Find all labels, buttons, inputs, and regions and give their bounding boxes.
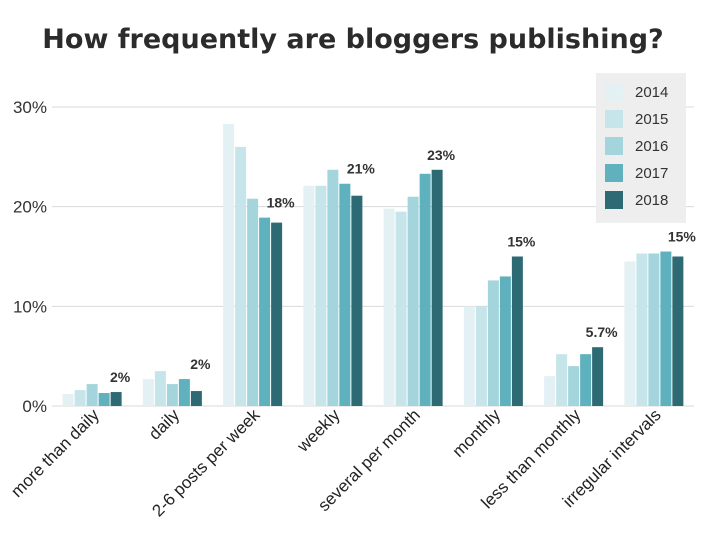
legend-label: 2017 [635,165,668,182]
y-tick-label: 20% [13,198,47,217]
bar [463,306,475,406]
bar [407,196,419,406]
bar [351,195,363,406]
bar [592,347,604,406]
bar [475,306,487,406]
y-tick-label: 10% [13,297,47,316]
data-label: 21% [347,161,376,177]
legend-label: 2018 [635,192,668,209]
legend-swatch [605,164,623,182]
legend-swatch [605,83,623,101]
bar [110,392,122,406]
legend-swatch [605,110,623,128]
bar [544,376,556,406]
data-label: 18% [267,195,296,211]
bar [648,253,660,406]
bar [568,366,580,406]
bar [419,173,431,406]
bar [511,256,523,406]
bar [315,185,327,406]
bar [580,354,592,406]
data-label: 15% [507,234,536,250]
legend-label: 2015 [635,111,668,128]
data-labels: 2% 2% 18% 21% 23% 15% 5.7% 15% [110,147,696,385]
bar [339,183,351,406]
bar [190,391,202,406]
y-tick-label: 0% [22,397,47,416]
legend: 2014 2015 2016 2017 2018 [596,73,686,223]
bar [62,394,74,406]
bar [74,390,86,406]
bar [271,222,283,406]
data-label: 2% [190,356,211,372]
bar [624,261,636,406]
bar [142,379,154,406]
legend-swatch [605,191,623,209]
data-label: 2% [110,369,131,385]
y-tick-label: 30% [13,98,47,117]
bar [499,276,511,406]
bar [259,217,271,406]
bar [98,393,110,406]
bar [223,123,235,407]
bar [487,280,499,406]
bar [327,169,339,406]
bar [383,208,395,406]
bars [62,123,684,407]
bar [178,379,190,406]
bar [154,371,166,406]
bar [556,354,568,406]
bar [395,211,407,406]
data-label: 5.7% [586,324,618,340]
legend-swatch [605,137,623,155]
bar [166,384,178,406]
bar [672,256,684,406]
chart-title: How frequently are bloggers publishing? [42,24,663,55]
bar [86,384,98,406]
legend-label: 2016 [635,138,668,155]
bar [660,251,672,406]
bar [235,146,247,406]
bar [636,253,648,406]
data-label: 23% [427,147,456,163]
legend-label: 2014 [635,84,668,101]
bar [247,198,259,406]
bar [303,185,315,406]
data-label: 15% [668,229,697,245]
bar [431,169,443,406]
y-axis-ticks: 0% 10% 20% 30% [13,98,47,416]
